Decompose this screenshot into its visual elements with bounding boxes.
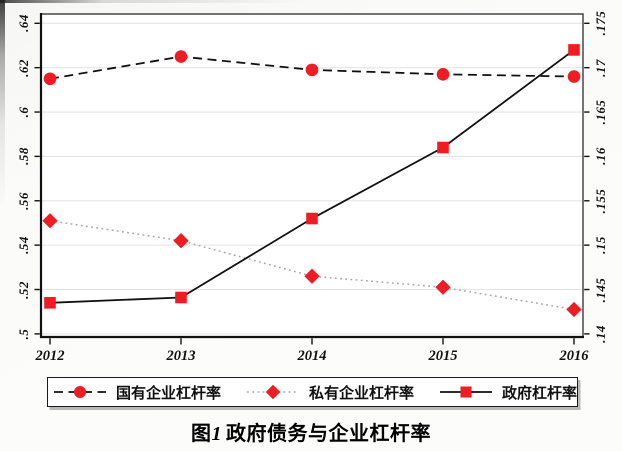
x-axis-tick-label: 2015 — [428, 348, 458, 364]
y-axis-right-tick-label: .145 — [593, 277, 608, 302]
y-axis-left-tick-label: .56 — [16, 191, 31, 210]
y-axis-left-tick-label: .5 — [16, 328, 31, 340]
y-axis-right-tick-label: .165 — [593, 99, 608, 125]
legend-sample-solid-square-icon — [440, 386, 493, 398]
y-axis-left-tick-label: .6 — [16, 106, 31, 118]
y-axis-right-tick-label: .14 — [593, 325, 608, 343]
x-axis-tick-label: 2012 — [35, 348, 65, 364]
marker-circle — [174, 50, 188, 63]
marker-square — [568, 44, 580, 56]
legend-label: 私有企业杠杆率 — [309, 385, 415, 402]
marker-diamond — [435, 279, 451, 295]
legend: 国有企业杠杆率 私有企业杠杆率 政府杠杆率 — [47, 377, 578, 407]
marker-circle — [436, 68, 450, 81]
y-axis-right-tick-label: .15 — [593, 236, 608, 255]
x-axis-tick-label: 2016 — [559, 348, 589, 364]
series-square — [44, 44, 580, 309]
marker-square — [437, 141, 449, 154]
marker-square — [460, 386, 472, 398]
y-axis-left-tick-label: .62 — [16, 58, 31, 77]
series-circle — [43, 50, 581, 86]
y-axis-right-tick-label: .17 — [593, 58, 608, 77]
y-axis-right-tick-label: .155 — [593, 188, 608, 214]
marker-diamond — [42, 213, 58, 229]
plot-background — [41, 14, 583, 337]
marker-circle — [74, 386, 86, 398]
legend-sample-dotted-diamond-icon — [247, 384, 300, 400]
caption-text: 政府债务与企业杠杆率 — [226, 423, 431, 445]
marker-circle — [567, 70, 581, 83]
marker-square — [175, 291, 187, 304]
legend-sample-dashed-circle-icon — [54, 386, 106, 398]
caption-prefix: 图 — [191, 423, 212, 445]
chart-plot-svg — [34, 13, 590, 345]
caption-number: 1 — [211, 423, 222, 445]
legend-item-government-leverage: 政府杠杆率 — [440, 382, 577, 403]
y-axis-left-tick-label: .52 — [16, 280, 31, 299]
legend-label: 政府杠杆率 — [502, 385, 578, 402]
y-axis-left-tick-label: .54 — [16, 236, 31, 254]
marker-diamond — [173, 233, 189, 249]
legend-item-soe-leverage: 国有企业杠杆率 — [54, 382, 221, 403]
marker-square — [306, 212, 318, 225]
y-axis-right-tick-label: .175 — [593, 10, 608, 36]
marker-circle — [43, 72, 57, 86]
y-axis-right-tick-label: .16 — [593, 147, 608, 166]
legend-item-private-leverage: 私有企业杠杆率 — [247, 382, 414, 403]
y-axis-left-tick-label: .58 — [16, 147, 31, 166]
legend-label: 国有企业杠杆率 — [116, 385, 222, 402]
marker-diamond — [265, 384, 281, 400]
x-axis-tick-label: 2014 — [297, 348, 327, 364]
y-axis-left-tick-label: .64 — [16, 14, 31, 33]
marker-square — [44, 297, 56, 309]
figure-caption: 图1 政府债务与企业杠杆率 — [0, 417, 622, 446]
marker-circle — [305, 63, 319, 77]
x-axis-tick-label: 2013 — [166, 348, 196, 364]
